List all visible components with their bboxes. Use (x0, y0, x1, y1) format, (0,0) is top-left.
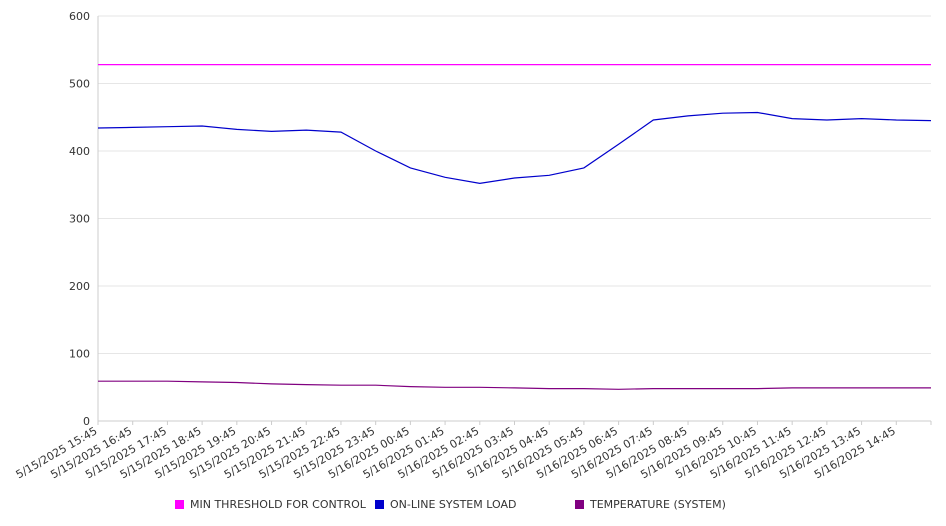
series-line-1 (97, 111, 932, 185)
y-tick-label: 400 (69, 145, 90, 158)
x-axis-ticks: 5/15/2025 15:455/15/2025 16:455/15/2025 … (14, 421, 932, 481)
series-line-2 (98, 380, 931, 390)
legend-label-temperature: TEMPERATURE (SYSTEM) (590, 498, 726, 511)
legend-label-system-load: ON-LINE SYSTEM LOAD (390, 498, 517, 511)
legend: MIN THRESHOLD FOR CONTROL ON-LINE SYSTEM… (0, 498, 946, 516)
legend-item-min-threshold[interactable]: MIN THRESHOLD FOR CONTROL (175, 498, 366, 511)
legend-swatch-system-load (375, 500, 384, 509)
y-axis-ticks: 0 100 200 300 400 500 600 (69, 10, 90, 428)
y-tick-label: 200 (69, 280, 90, 293)
legend-item-system-load[interactable]: ON-LINE SYSTEM LOAD (375, 498, 516, 511)
y-tick-label: 100 (69, 348, 90, 361)
y-tick-label: 0 (83, 415, 90, 428)
legend-swatch-temperature (575, 500, 584, 509)
y-tick-label: 500 (69, 78, 90, 91)
series-lines (97, 63, 932, 390)
gridlines (98, 15, 931, 354)
legend-swatch-min-threshold (175, 500, 184, 509)
legend-label-min-threshold: MIN THRESHOLD FOR CONTROL (190, 498, 366, 511)
y-tick-label: 600 (69, 10, 90, 23)
legend-item-temperature[interactable]: TEMPERATURE (SYSTEM) (575, 498, 726, 511)
y-tick-label: 300 (69, 213, 90, 226)
